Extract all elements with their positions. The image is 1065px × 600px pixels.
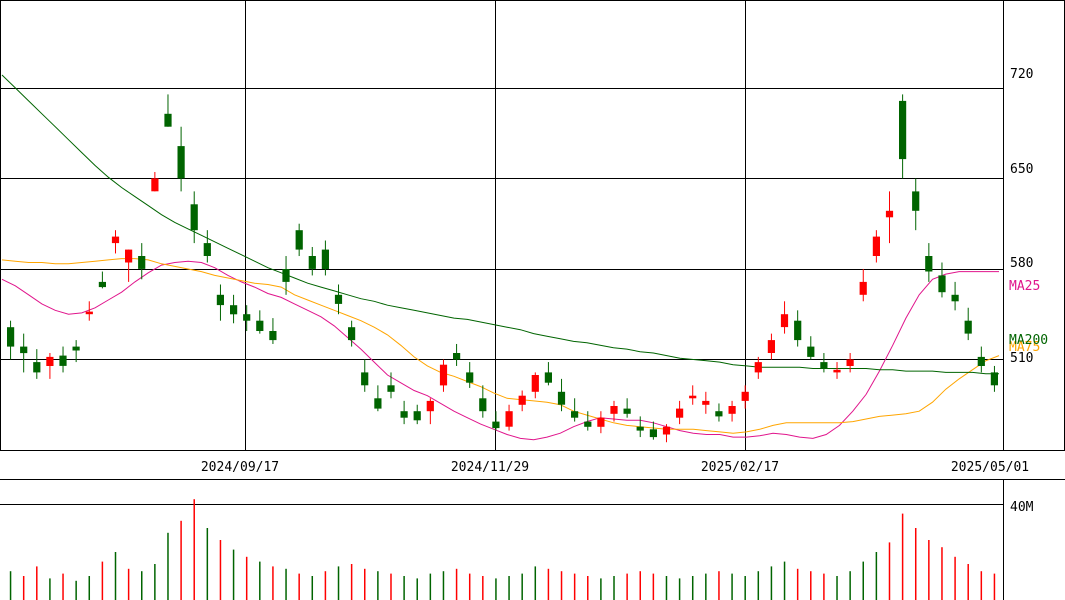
candle-body xyxy=(780,314,789,328)
candle-body xyxy=(610,406,618,414)
candle-body xyxy=(125,249,133,263)
candle-body xyxy=(925,256,933,272)
candle-body xyxy=(33,362,41,373)
candle-body xyxy=(728,406,736,414)
candle-body xyxy=(859,281,867,295)
candle-body xyxy=(348,327,356,341)
candle-body xyxy=(912,191,920,211)
candle-body xyxy=(794,320,802,341)
candle-body xyxy=(7,327,15,347)
candle-body xyxy=(964,320,972,334)
candle-body xyxy=(387,385,395,392)
candle-body xyxy=(636,426,644,431)
candle-body xyxy=(164,113,172,127)
candle-body xyxy=(59,355,67,366)
candle-body xyxy=(361,372,369,386)
candle-body xyxy=(177,146,185,179)
candle-body xyxy=(46,356,54,366)
candle-body xyxy=(479,398,487,412)
ma-line-ma200 xyxy=(1,74,999,375)
candle-body xyxy=(754,362,762,373)
ma25-legend: MA25 xyxy=(1009,279,1040,294)
candle-body xyxy=(951,294,959,302)
candle-body xyxy=(518,395,526,405)
candle-body xyxy=(715,411,723,417)
candle-body xyxy=(899,100,907,160)
ma-line-ma25 xyxy=(1,260,999,441)
candle-body xyxy=(295,230,303,250)
y-tick-label-580: 580 xyxy=(1010,256,1033,271)
candle-body xyxy=(571,411,579,418)
candle-body xyxy=(938,275,946,293)
axis-labels: 2024/09/17 2024/11/29 2025/02/17 2025/05… xyxy=(201,67,1048,515)
candle-body xyxy=(308,256,316,269)
candle-body xyxy=(203,243,211,256)
candle-body xyxy=(334,294,343,304)
volume-tick-label: 40M xyxy=(1010,500,1034,515)
candle-body xyxy=(702,400,710,405)
candle-body xyxy=(767,340,775,353)
candle-body xyxy=(466,372,474,383)
candle-body xyxy=(649,429,657,438)
candle-body xyxy=(230,305,238,315)
candle-body xyxy=(557,391,566,405)
candle-body xyxy=(256,320,264,331)
moving-averages xyxy=(1,74,1000,441)
candle-body xyxy=(282,269,290,282)
candle-body xyxy=(111,236,120,244)
x-tick-label-4: 2025/05/01 xyxy=(951,460,1029,475)
candle-body xyxy=(190,204,198,231)
candle-body xyxy=(833,369,841,373)
candle-body xyxy=(544,372,552,383)
candle-body xyxy=(216,294,224,306)
candle-body xyxy=(846,359,854,366)
candle-body xyxy=(676,408,684,418)
ma200-legend: MA200 xyxy=(1009,333,1048,348)
candle-body xyxy=(400,411,408,418)
candle-body xyxy=(741,391,749,401)
candle-body xyxy=(977,356,985,366)
candle-body xyxy=(990,372,998,386)
candle-body xyxy=(689,395,697,399)
candle-body xyxy=(820,362,828,369)
candle-body xyxy=(885,210,894,218)
candle-body xyxy=(439,364,448,386)
candle-body xyxy=(20,346,28,354)
candle-body xyxy=(872,236,880,256)
candle-body xyxy=(151,178,159,192)
ma-line-ma75 xyxy=(1,258,1000,434)
candle-body xyxy=(492,421,500,429)
x-tick-label-2: 2024/11/29 xyxy=(451,460,529,475)
candle-body xyxy=(138,256,146,269)
y-tick-label-650: 650 xyxy=(1010,162,1033,177)
candle-body xyxy=(85,311,93,315)
candle-body xyxy=(584,421,592,427)
volume-bars xyxy=(9,499,996,600)
ma75-legend: MA75 xyxy=(1009,340,1040,355)
candle-body xyxy=(98,281,106,288)
candlesticks xyxy=(7,94,998,443)
candle-body xyxy=(807,346,815,357)
x-tick-label-1: 2024/09/17 xyxy=(201,460,279,475)
x-tick-label-3: 2025/02/17 xyxy=(701,460,779,475)
candle-body xyxy=(426,400,434,412)
candle-body xyxy=(453,353,461,360)
candle-body xyxy=(413,411,421,421)
candle-body xyxy=(269,331,277,341)
candle-body xyxy=(243,314,251,321)
candle-body xyxy=(72,346,80,351)
candle-body xyxy=(374,398,382,409)
y-tick-label-510: 510 xyxy=(1010,351,1033,366)
candle-body xyxy=(662,426,671,435)
y-tick-label-720: 720 xyxy=(1010,67,1033,82)
candle-body xyxy=(505,411,513,427)
candle-body xyxy=(531,375,539,392)
candle-body xyxy=(321,249,329,269)
candle-body xyxy=(623,408,631,414)
candle-body xyxy=(597,417,605,427)
